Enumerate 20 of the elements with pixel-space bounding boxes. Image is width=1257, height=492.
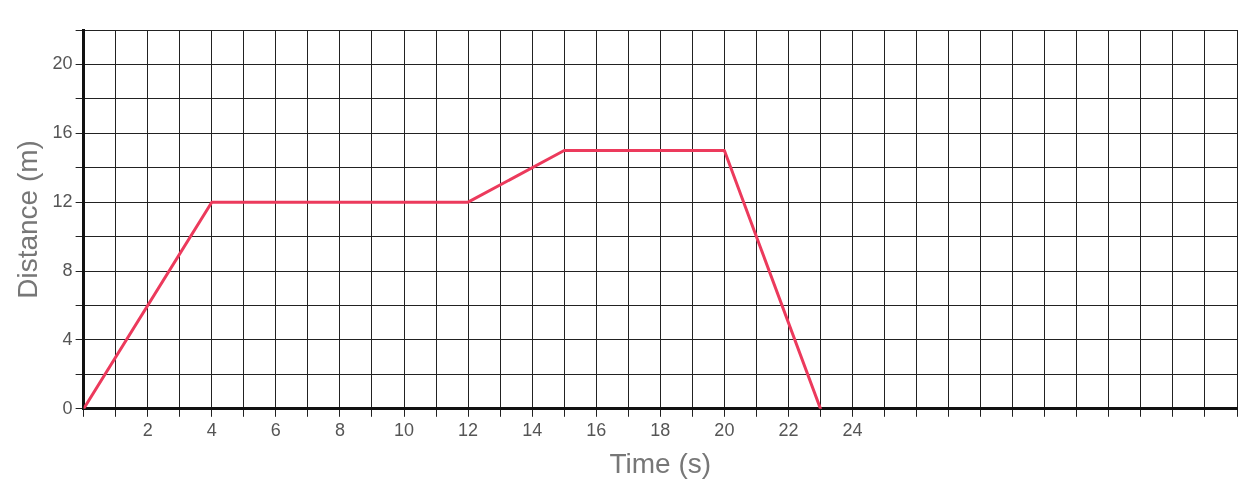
x-tick-label: 22 — [778, 419, 799, 440]
y-tick-label: 0 — [62, 397, 73, 418]
x-tick-label: 14 — [522, 419, 543, 440]
x-tick-label: 6 — [270, 419, 281, 440]
x-tick-label: 4 — [206, 419, 217, 440]
x-tick-label: 2 — [142, 419, 153, 440]
y-tick-label: 8 — [62, 260, 73, 281]
x-axis-title: Time (s) — [609, 447, 712, 479]
y-tick-label: 12 — [52, 191, 73, 212]
x-tick-label: 8 — [334, 419, 345, 440]
y-tick-label: 20 — [52, 53, 73, 74]
x-tick-label: 16 — [586, 419, 607, 440]
y-tick-label: 4 — [62, 328, 73, 349]
y-axis-title: Distance (m) — [11, 140, 43, 299]
x-tick-label: 18 — [650, 419, 671, 440]
x-tick-label: 20 — [714, 419, 735, 440]
y-tick-label: 16 — [52, 122, 73, 143]
x-tick-label: 10 — [393, 419, 415, 440]
x-tick-label: 24 — [842, 419, 863, 440]
x-tick-label: 12 — [458, 419, 479, 440]
